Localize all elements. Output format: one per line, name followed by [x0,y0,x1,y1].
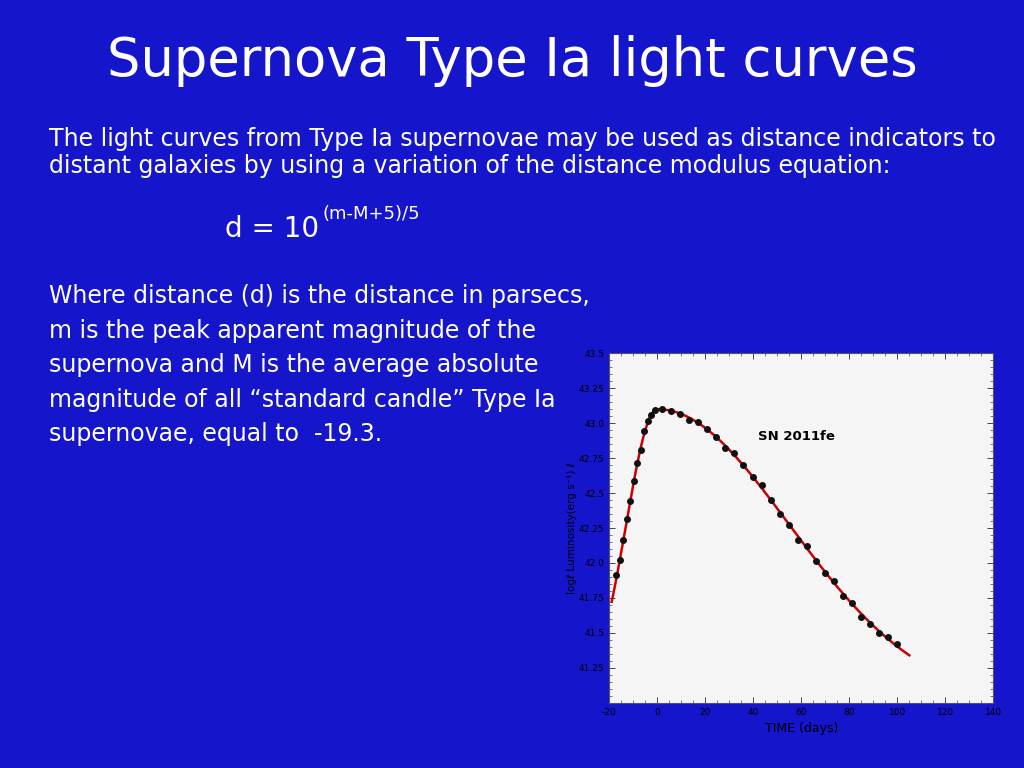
Point [844,597,860,609]
Point [654,402,671,415]
Point [853,611,869,623]
Text: (m-M+5)/5: (m-M+5)/5 [323,205,420,223]
Point [726,446,742,458]
Point [611,554,628,566]
Text: d = 10: d = 10 [225,215,319,243]
Point [889,637,905,650]
Point [615,534,632,546]
Point [799,541,815,553]
Point [754,478,770,491]
Point [880,631,896,643]
Point [672,408,688,420]
Point [871,627,888,640]
Point [717,442,733,455]
Text: SN 2011fe: SN 2011fe [758,430,835,443]
Point [647,404,664,416]
Point [817,567,834,579]
Point [709,431,725,443]
Point [744,471,761,483]
Point [640,415,656,427]
Point [862,617,879,630]
Text: The light curves from Type Ia supernovae may be used as distance indicators to: The light curves from Type Ia supernovae… [49,127,996,151]
Point [790,534,806,546]
Point [763,494,779,506]
Point [699,423,716,435]
Point [636,425,652,438]
Y-axis label: logℓ Luminosity(erg s⁻¹) ℓ: logℓ Luminosity(erg s⁻¹) ℓ [567,462,578,594]
X-axis label: TIME (days): TIME (days) [765,722,838,735]
Point [681,414,697,426]
Point [618,513,635,525]
Point [690,416,707,429]
Point [608,569,625,581]
Point [629,457,645,469]
Text: Where distance (d) is the distance in parsecs,
m is the peak apparent magnitude : Where distance (d) is the distance in pa… [49,284,590,446]
Text: Supernova Type Ia light curves: Supernova Type Ia light curves [106,35,918,87]
Point [808,554,824,567]
Text: distant galaxies by using a variation of the distance modulus equation:: distant galaxies by using a variation of… [49,154,891,177]
Point [735,459,752,472]
Point [835,591,851,603]
Point [633,444,649,456]
Point [663,405,679,417]
Point [626,475,642,487]
Point [825,575,842,588]
Point [643,409,659,422]
Point [780,518,797,531]
Point [623,495,639,508]
Point [771,508,787,521]
